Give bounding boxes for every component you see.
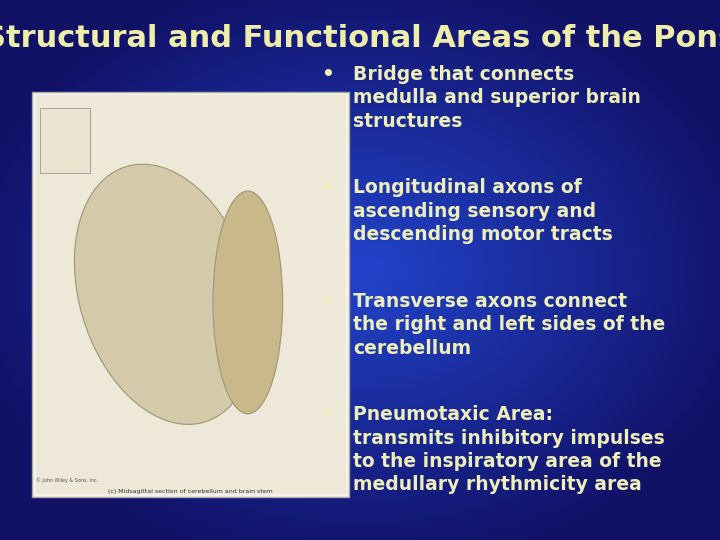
Text: Bridge that connects
medulla and superior brain
structures: Bridge that connects medulla and superio… bbox=[353, 65, 641, 131]
FancyBboxPatch shape bbox=[40, 108, 90, 173]
FancyBboxPatch shape bbox=[32, 92, 349, 497]
Text: Structural and Functional Areas of the Pons: Structural and Functional Areas of the P… bbox=[0, 24, 720, 53]
Text: •: • bbox=[321, 178, 334, 197]
Ellipse shape bbox=[74, 164, 256, 424]
Text: (c) Midsagittal section of cerebellum and brain stem: (c) Midsagittal section of cerebellum an… bbox=[109, 489, 273, 494]
FancyBboxPatch shape bbox=[36, 94, 346, 494]
Text: © John Wiley & Sons, Inc.: © John Wiley & Sons, Inc. bbox=[36, 478, 98, 483]
Text: Longitudinal axons of
ascending sensory and
descending motor tracts: Longitudinal axons of ascending sensory … bbox=[353, 178, 613, 244]
Text: Transverse axons connect
the right and left sides of the
cerebellum: Transverse axons connect the right and l… bbox=[353, 292, 665, 357]
Text: Pneumotaxic Area:
transmits inhibitory impulses
to the inspiratory area of the
m: Pneumotaxic Area: transmits inhibitory i… bbox=[353, 405, 665, 495]
Text: •: • bbox=[321, 292, 334, 310]
Text: •: • bbox=[321, 65, 334, 84]
Ellipse shape bbox=[213, 191, 283, 414]
Text: •: • bbox=[321, 405, 334, 424]
